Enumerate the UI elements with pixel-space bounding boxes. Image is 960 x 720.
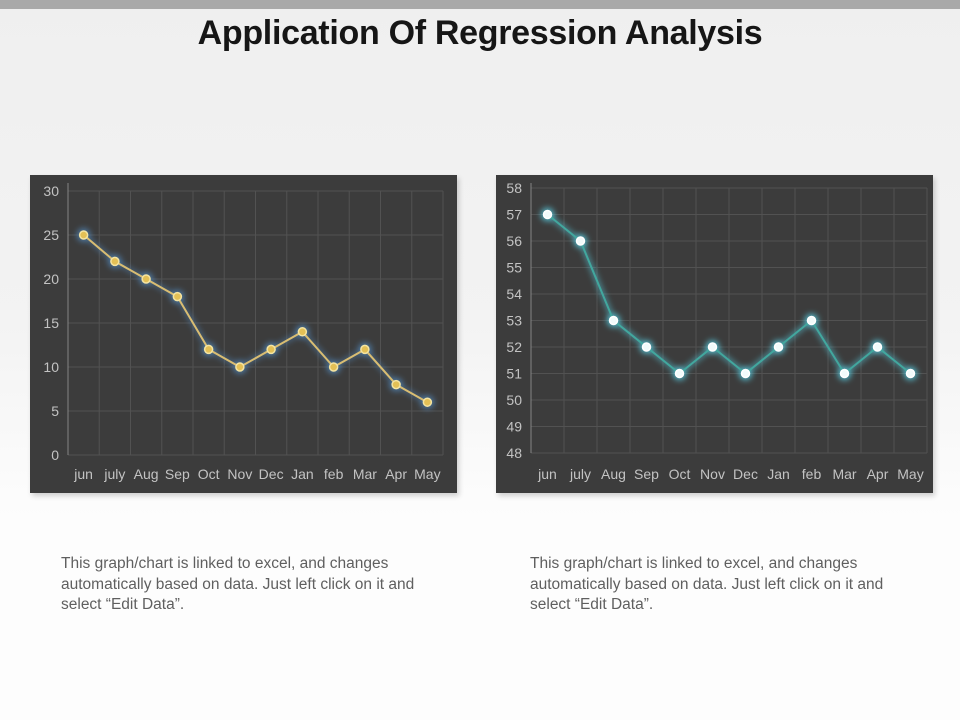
data-point: [542, 209, 553, 220]
caption-left: This graph/chart is linked to excel, and…: [61, 555, 415, 613]
svg-text:Aug: Aug: [601, 466, 626, 482]
svg-text:feb: feb: [324, 466, 344, 482]
top-accent-bar: [0, 0, 960, 9]
svg-text:Sep: Sep: [165, 466, 190, 482]
page-title: Application Of Regression Analysis: [197, 14, 763, 52]
data-point: [328, 362, 339, 372]
svg-text:Nov: Nov: [227, 466, 252, 482]
chart-panel-right[interactable]: 48 49 50 51 52 53 54 55 56 57 58 jun july Aug Sep Oct No…: [496, 175, 933, 493]
svg-text:51: 51: [506, 366, 522, 382]
data-point: [872, 342, 883, 352]
y-axis-labels: 0 5 10 15 20 25 30: [43, 183, 59, 463]
data-point: [266, 344, 276, 355]
svg-text:Mar: Mar: [832, 466, 856, 482]
svg-text:48: 48: [506, 445, 522, 461]
svg-text:feb: feb: [802, 466, 822, 482]
data-point: [141, 274, 151, 284]
data-point: [674, 368, 685, 379]
svg-text:5: 5: [51, 403, 59, 419]
data-point: [707, 342, 718, 352]
svg-text:54: 54: [506, 286, 522, 302]
data-point: [806, 315, 817, 326]
svg-text:july: july: [103, 466, 125, 482]
data-point: [773, 342, 784, 352]
svg-text:May: May: [414, 466, 440, 482]
svg-text:Apr: Apr: [385, 466, 407, 482]
svg-text:50: 50: [506, 392, 522, 408]
svg-text:58: 58: [506, 180, 522, 196]
svg-text:jun: jun: [73, 466, 93, 482]
svg-text:Dec: Dec: [733, 466, 758, 482]
series-line: [546, 213, 912, 375]
svg-text:Nov: Nov: [700, 466, 725, 482]
svg-text:15: 15: [43, 315, 59, 331]
data-point: [360, 344, 370, 355]
data-point: [839, 368, 850, 379]
svg-text:Aug: Aug: [134, 466, 159, 482]
svg-text:Jan: Jan: [767, 466, 790, 482]
svg-text:Sep: Sep: [634, 466, 659, 482]
data-point: [110, 256, 120, 267]
data-point: [203, 344, 214, 355]
data-point: [297, 327, 308, 337]
data-point: [641, 342, 652, 352]
svg-text:jun: jun: [537, 466, 557, 482]
series-line: [82, 234, 428, 404]
svg-text:May: May: [897, 466, 923, 482]
svg-text:10: 10: [43, 359, 59, 375]
data-point: [235, 362, 245, 372]
data-point: [575, 236, 586, 246]
data-point: [608, 315, 619, 326]
data-point-markers: [542, 209, 916, 379]
svg-text:53: 53: [506, 313, 522, 329]
gridlines: [530, 187, 928, 454]
data-point: [172, 291, 183, 302]
svg-text:Oct: Oct: [669, 466, 691, 482]
svg-text:57: 57: [506, 207, 522, 223]
caption-right: This graph/chart is linked to excel, and…: [530, 555, 884, 613]
chart-panel-left[interactable]: 0 5 10 15 20 25 30 jun july Aug Sep Oct Nov Dec Jan feb…: [30, 175, 457, 493]
y-axis-labels: 48 49 50 51 52 53 54 55 56 57 58: [506, 180, 522, 461]
svg-text:56: 56: [506, 233, 522, 249]
svg-text:30: 30: [43, 183, 59, 199]
svg-text:55: 55: [506, 260, 522, 276]
svg-text:Mar: Mar: [353, 466, 377, 482]
svg-text:july: july: [569, 466, 591, 482]
data-point: [78, 230, 89, 240]
data-point: [422, 397, 433, 407]
svg-text:25: 25: [43, 227, 59, 243]
svg-text:Jan: Jan: [291, 466, 314, 482]
line-chart-right[interactable]: 48 49 50 51 52 53 54 55 56 57 58 jun july Aug Sep Oct No…: [496, 175, 933, 493]
data-point: [905, 368, 916, 379]
gridlines: [67, 190, 444, 456]
data-point: [740, 368, 751, 379]
svg-text:Apr: Apr: [867, 466, 889, 482]
x-axis-labels: jun july Aug Sep Oct Nov Dec Jan feb Mar Apr May: [73, 466, 440, 482]
data-point: [391, 379, 401, 390]
svg-text:Oct: Oct: [198, 466, 220, 482]
svg-text:0: 0: [51, 447, 59, 463]
data-point-markers: [78, 230, 433, 407]
line-chart-left[interactable]: 0 5 10 15 20 25 30 jun july Aug Sep Oct Nov Dec Jan feb…: [30, 175, 457, 493]
svg-text:Dec: Dec: [259, 466, 284, 482]
svg-text:52: 52: [506, 339, 522, 355]
svg-text:20: 20: [43, 271, 59, 287]
svg-text:49: 49: [506, 419, 522, 435]
x-axis-labels: jun july Aug Sep Oct Nov Dec Jan feb Mar Apr May: [537, 466, 924, 482]
